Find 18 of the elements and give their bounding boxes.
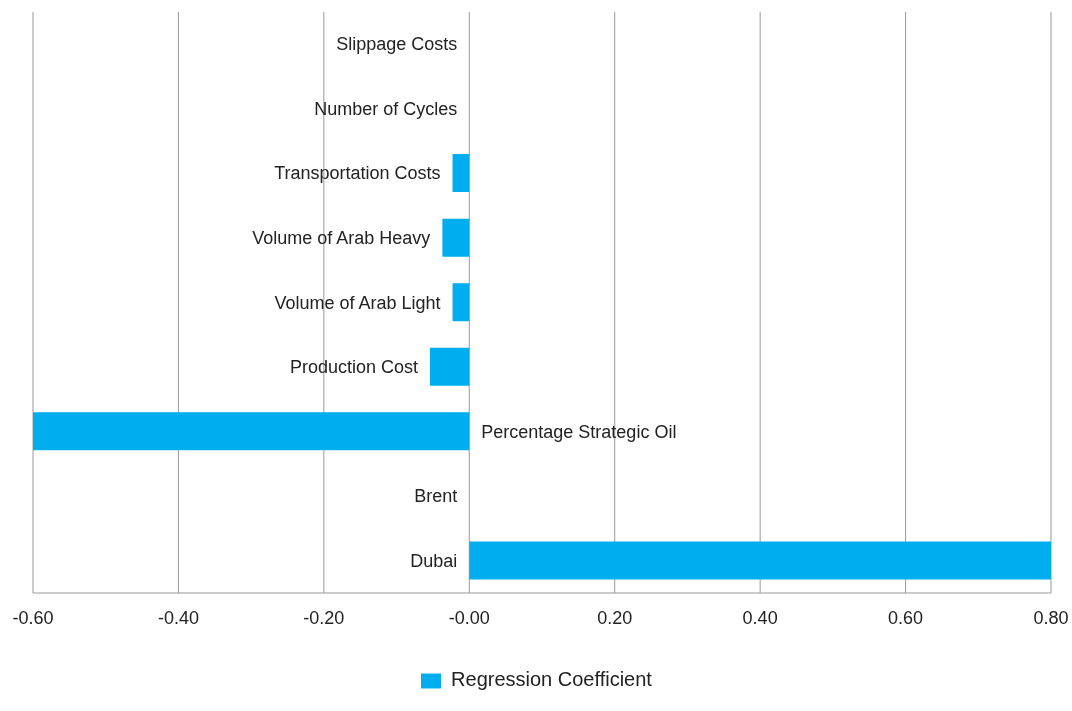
x-tick-label: 0.20 <box>597 607 633 628</box>
y-tick-label: Brent <box>414 486 458 507</box>
y-tick-label: Volume of Arab Light <box>274 292 441 313</box>
x-tick-label: -0.60 <box>12 607 54 628</box>
x-tick-label: -0.40 <box>157 607 199 628</box>
y-tick-label: Slippage Costs <box>336 34 458 55</box>
y-tick-label: Dubai <box>410 550 458 571</box>
y-tick-label: Percentage Strategic Oil <box>481 421 677 442</box>
x-tick-label: -0.00 <box>448 607 490 628</box>
y-tick-label: Volume of Arab Heavy <box>252 227 431 248</box>
x-tick-label: 0.60 <box>888 607 924 628</box>
x-tick-label: 0.80 <box>1033 607 1069 628</box>
y-tick-label: Production Cost <box>289 357 419 378</box>
x-tick-label: 0.40 <box>742 607 778 628</box>
y-tick-label: Transportation Costs <box>274 163 441 184</box>
x-tick-label: -0.20 <box>303 607 345 628</box>
legend-label: Regression Coefficient <box>451 668 652 690</box>
y-tick-label: Number of Cycles <box>314 98 458 119</box>
